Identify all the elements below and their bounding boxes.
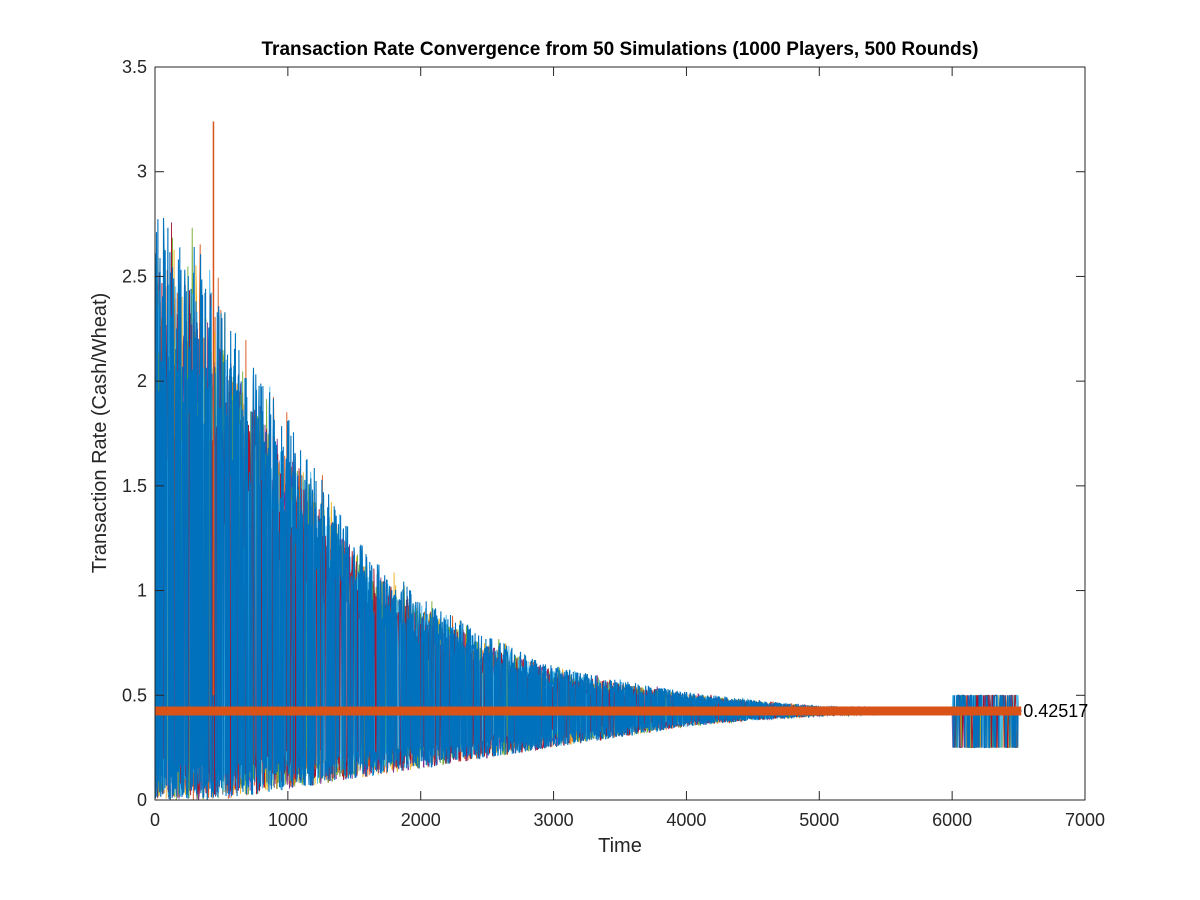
y-tick-label: 3: [137, 162, 147, 182]
y-axis-label: Transaction Rate (Cash/Wheat): [89, 293, 111, 573]
y-tick-label: 3.5: [122, 57, 147, 77]
y-tick-label: 1.5: [122, 476, 147, 496]
x-tick-label: 0: [150, 810, 160, 830]
tick-layer: [154, 66, 1086, 801]
y-tick-label: 2.5: [122, 266, 147, 286]
convergence-value-label: 0.42517: [1023, 701, 1088, 721]
x-tick-label: 6000: [932, 810, 972, 830]
x-tick-label: 2000: [401, 810, 441, 830]
chart-title: Transaction Rate Convergence from 50 Sim…: [262, 39, 979, 60]
y-tick-label: 0: [137, 790, 147, 810]
y-tick-label: 0.5: [122, 685, 147, 705]
y-tick-label: 2: [137, 371, 147, 391]
x-axis-label: Time: [598, 835, 642, 857]
x-tick-label: 7000: [1065, 810, 1105, 830]
x-tick-label: 3000: [534, 810, 574, 830]
x-tick-label: 1000: [268, 810, 308, 830]
x-tick-label: 4000: [666, 810, 706, 830]
y-tick-label: 1: [137, 581, 147, 601]
x-tick-label: 5000: [799, 810, 839, 830]
plot-frame: [154, 66, 1086, 801]
